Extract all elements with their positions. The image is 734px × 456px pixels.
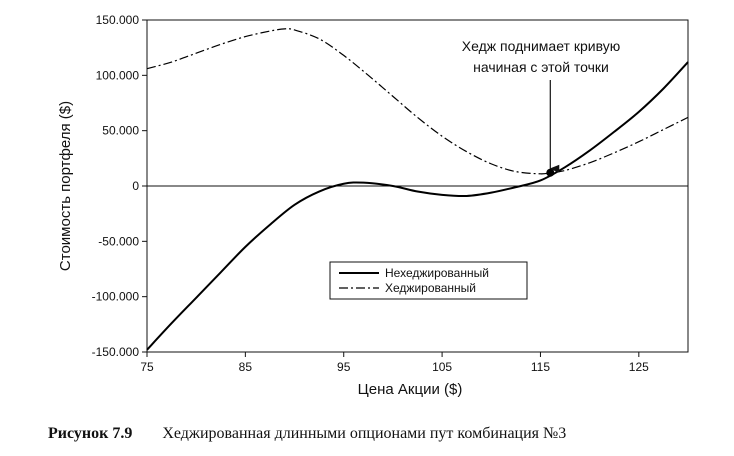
x-tick-label: 115 bbox=[531, 360, 550, 374]
portfolio-value-chart: 75 85 95 105 115 125 150.000 100.000 50.000 0 -50… bbox=[57, 13, 689, 398]
x-tick-label: 95 bbox=[337, 360, 351, 374]
y-tick-label: 0 bbox=[132, 179, 139, 193]
series-line-hedged bbox=[146, 28, 689, 175]
legend-label-hedged: Хеджированный bbox=[385, 281, 476, 295]
y-tick-label: -100.000 bbox=[92, 290, 140, 304]
x-axis-title: Цена Акции ($) bbox=[358, 381, 463, 398]
x-axis-ticks: 75 85 95 105 115 125 bbox=[140, 352, 649, 374]
y-tick-label: -150.000 bbox=[92, 345, 140, 359]
y-tick-label: 150.000 bbox=[96, 13, 140, 27]
x-tick-label: 75 bbox=[140, 360, 154, 374]
y-axis-ticks: 150.000 100.000 50.000 0 -50.000 -100.000 -150… bbox=[92, 13, 147, 359]
legend-label-unhedged: Нехеджированный bbox=[385, 266, 489, 280]
series-line-unhedged bbox=[146, 61, 689, 351]
x-tick-label: 125 bbox=[629, 360, 649, 374]
x-tick-label: 105 bbox=[432, 360, 452, 374]
figure-caption: Рисунок 7.9 Хеджированная длинными опцио… bbox=[48, 425, 566, 443]
annotation-text-line-2: начиная с этой точки bbox=[473, 59, 609, 75]
annotation-text-line-1: Хедж поднимает кривую bbox=[462, 38, 620, 54]
figure-caption-label: Рисунок 7.9 bbox=[48, 425, 133, 442]
y-tick-label: -50.000 bbox=[98, 234, 139, 248]
annotation-point bbox=[546, 168, 555, 177]
y-tick-label: 50.000 bbox=[102, 124, 139, 138]
figure-caption-text: Хеджированная длинными опционами пут ком… bbox=[162, 425, 567, 442]
legend-box bbox=[329, 261, 528, 300]
y-axis-title: Стоимость портфеля ($) bbox=[57, 101, 74, 271]
legend: Нехеджированный Хеджированный bbox=[329, 261, 528, 300]
y-tick-label: 100.000 bbox=[96, 68, 140, 82]
x-tick-label: 85 bbox=[239, 360, 253, 374]
